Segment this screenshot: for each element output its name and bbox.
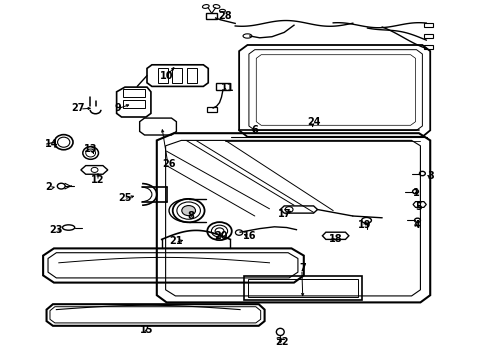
Text: 11: 11 <box>221 83 235 93</box>
Bar <box>216 83 230 90</box>
Text: 13: 13 <box>84 144 98 154</box>
Text: 19: 19 <box>358 220 372 230</box>
Bar <box>247 279 358 297</box>
Text: 9: 9 <box>114 103 121 113</box>
Text: 22: 22 <box>275 337 289 347</box>
Text: 20: 20 <box>214 231 227 241</box>
Text: 14: 14 <box>45 139 58 149</box>
Bar <box>206 13 217 19</box>
Text: 28: 28 <box>219 11 232 21</box>
Bar <box>424 45 433 49</box>
Text: 23: 23 <box>49 225 63 235</box>
Text: 10: 10 <box>160 71 173 81</box>
Text: 27: 27 <box>72 103 85 113</box>
Bar <box>187 68 197 83</box>
Text: 1: 1 <box>413 188 420 198</box>
Text: 6: 6 <box>251 125 258 135</box>
Text: 17: 17 <box>277 209 291 219</box>
Text: 8: 8 <box>188 211 195 221</box>
Ellipse shape <box>182 206 196 216</box>
Text: 25: 25 <box>118 193 132 203</box>
Bar <box>424 34 433 38</box>
Bar <box>424 23 433 27</box>
Text: 7: 7 <box>299 263 306 273</box>
Text: 2: 2 <box>46 182 52 192</box>
Bar <box>158 68 168 83</box>
Text: 26: 26 <box>162 159 176 169</box>
Text: 24: 24 <box>307 117 320 127</box>
Text: 4: 4 <box>414 220 421 230</box>
Bar <box>123 89 145 97</box>
Text: 15: 15 <box>140 325 154 336</box>
Text: 18: 18 <box>329 234 343 244</box>
Bar <box>172 68 182 83</box>
Text: 5: 5 <box>416 202 422 212</box>
Text: 12: 12 <box>91 175 105 185</box>
Text: 3: 3 <box>428 171 435 181</box>
Bar <box>123 100 145 108</box>
Text: 21: 21 <box>170 236 183 246</box>
Text: 16: 16 <box>243 231 257 241</box>
Bar <box>207 107 217 112</box>
Bar <box>244 276 362 300</box>
